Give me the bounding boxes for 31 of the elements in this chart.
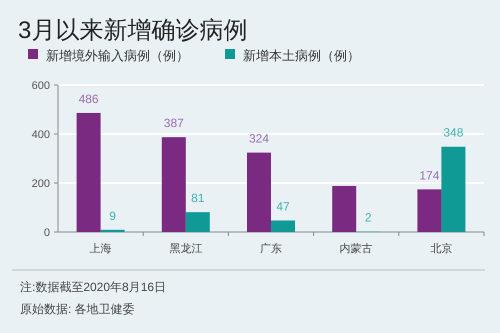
bar [76,112,101,232]
data-label: 174 [419,168,440,182]
data-label: 348 [443,126,464,140]
chart-title: 3月以来新增确诊病例 [18,17,248,44]
x-tick-label: 北京 [430,242,452,255]
data-label: 81 [191,191,205,206]
data-label: 486 [78,92,99,106]
y-tick-label: 0 [44,227,50,239]
data-label: 47 [276,199,290,214]
bar [186,212,210,232]
bar [441,146,466,232]
data-label: 9 [109,208,116,223]
x-tick-label: 广东 [260,242,282,255]
data-label: 324 [248,132,270,146]
data-label: 387 [164,116,184,130]
y-tick-label: 400 [32,129,50,141]
x-tick-label: 内蒙古 [340,242,373,255]
bar [247,152,271,232]
text: 注:数据截至2020年8月16日 [20,280,166,294]
y-tick-label: 200 [32,178,50,190]
bar [417,189,442,232]
x-tick-label: 黑龙江 [169,242,202,255]
legend-label: 新增境外输入病例（例） [46,48,189,63]
data-label: 2 [364,210,372,225]
legend-label: 新增本土病例（例） [243,48,360,63]
text: 原始数据: 各地卫健委 [20,302,135,316]
bar [332,186,356,232]
bar [271,220,295,232]
x-tick-label: 上海 [90,242,112,255]
y-tick-label: 600 [32,80,50,92]
bar [162,137,186,232]
